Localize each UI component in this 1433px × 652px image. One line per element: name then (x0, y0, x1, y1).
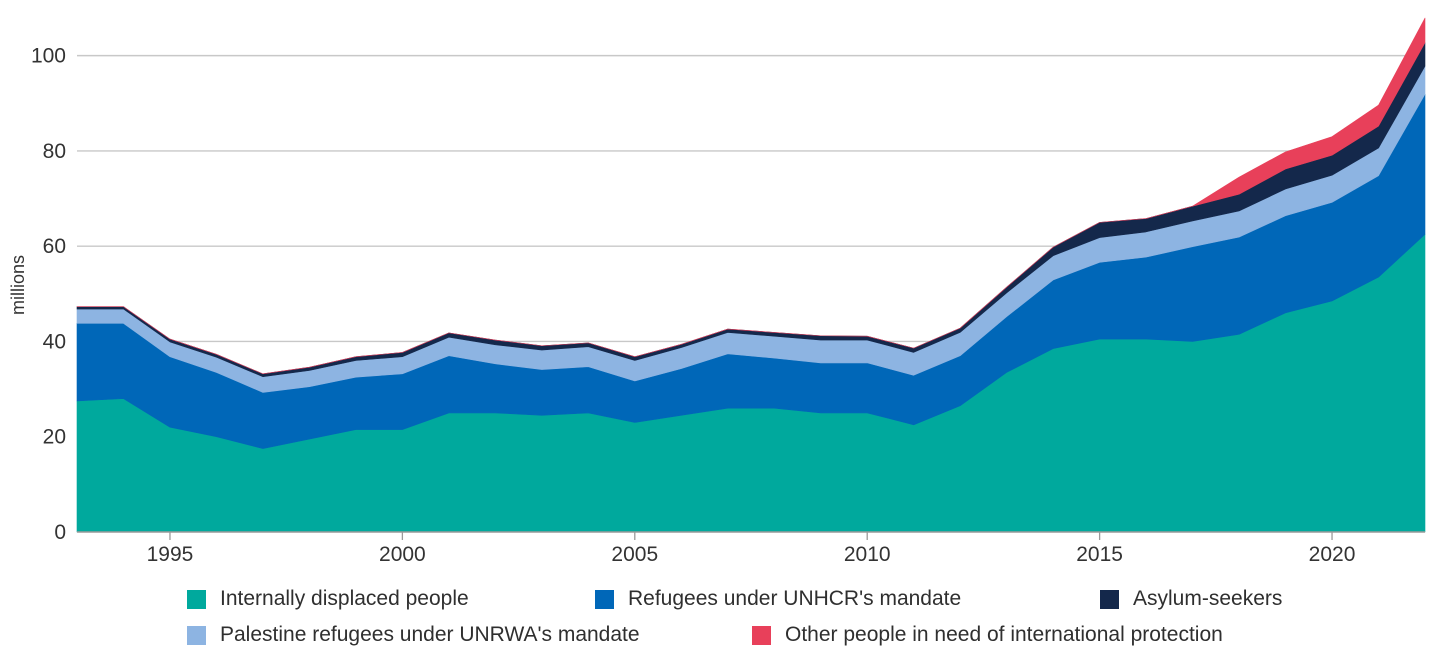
y-tick-label: 100 (31, 45, 66, 68)
legend-item-refugees: Refugees under UNHCR's mandate (595, 587, 961, 611)
y-tick-label: 80 (43, 140, 66, 163)
stacked-area-chart: 0 20 40 60 80 100 1995 2000 2005 2010 2015 2020 mi… (8, 17, 1426, 566)
y-axis-ticks: 0 20 40 60 80 100 (31, 45, 66, 544)
legend-swatch-palestine (187, 625, 206, 645)
y-tick-label: 0 (54, 521, 66, 544)
legend-label-refugees: Refugees under UNHCR's mandate (628, 587, 962, 610)
area-series-group (76, 17, 1426, 533)
legend-item-other: Other people in need of international pr… (752, 623, 1223, 647)
legend-label-palestine: Palestine refugees under UNRWA's mandate (220, 623, 640, 646)
legend-swatch-idp (187, 589, 206, 609)
x-axis-ticks: 1995 2000 2005 2010 2015 2020 (147, 532, 1356, 566)
legend-item-idp: Internally displaced people (187, 587, 469, 611)
y-tick-label: 20 (43, 426, 66, 449)
legend-item-asylum: Asylum-seekers (1100, 587, 1282, 611)
x-tick-label: 1995 (147, 543, 194, 566)
x-tick-label: 2015 (1076, 543, 1123, 566)
legend-swatch-asylum (1100, 589, 1119, 609)
legend-item-palestine: Palestine refugees under UNRWA's mandate (187, 623, 640, 647)
area-other-protection (76, 17, 1426, 375)
y-tick-label: 40 (43, 330, 66, 353)
legend-swatch-other (752, 625, 771, 645)
y-tick-label: 60 (43, 235, 66, 258)
legend-label-other: Other people in need of international pr… (785, 623, 1223, 646)
legend-swatch-refugees (595, 589, 614, 609)
x-tick-label: 2000 (379, 543, 426, 566)
x-tick-label: 2020 (1309, 543, 1356, 566)
y-axis-title: millions (8, 255, 28, 315)
legend-label-idp: Internally displaced people (220, 587, 469, 610)
legend: Internally displaced people Refugees und… (0, 584, 1433, 652)
legend-label-asylum: Asylum-seekers (1133, 587, 1283, 610)
x-tick-label: 2005 (611, 543, 658, 566)
x-tick-label: 2010 (844, 543, 891, 566)
